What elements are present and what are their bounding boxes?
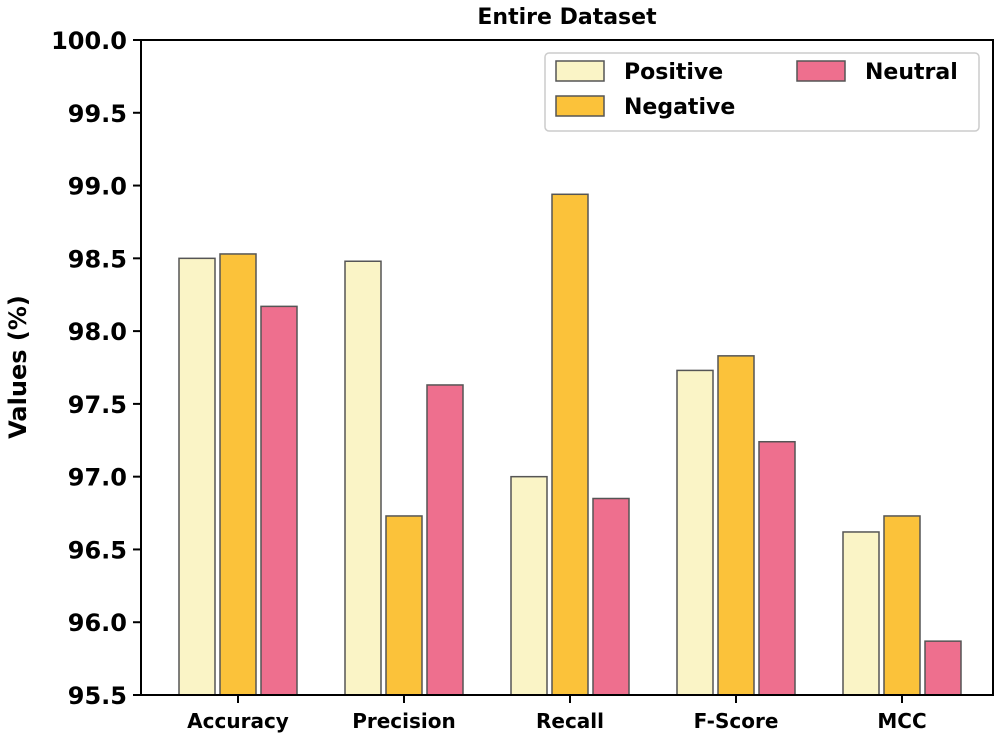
y-tick-label: 97.5 xyxy=(68,391,127,419)
chart-title: Entire Dataset xyxy=(477,5,657,30)
bar-negative-precision xyxy=(385,515,423,696)
bar-neutral-recall xyxy=(592,497,630,696)
bar-positive-mcc xyxy=(842,531,880,696)
y-tick-label: 97.0 xyxy=(68,464,127,492)
x-tick-label: Accuracy xyxy=(187,709,289,733)
bar-negative-mcc xyxy=(883,515,921,696)
y-tick-label: 99.5 xyxy=(68,100,127,128)
y-tick-label: 98.5 xyxy=(68,245,127,273)
legend-label-negative: Negative xyxy=(624,95,735,120)
y-tick-label: 96.0 xyxy=(68,609,127,637)
y-tick-label: 95.5 xyxy=(68,682,127,710)
x-tick-label: F-Score xyxy=(694,709,779,733)
bar-positive-precision xyxy=(344,260,382,696)
bar-neutral-precision xyxy=(426,384,464,696)
y-axis-ticks: 95.5 96.0 96.5 97.0 97.5 98.0 98.5 99.0 99.5 100.… xyxy=(51,27,141,710)
y-tick-label: 98.0 xyxy=(68,318,127,346)
y-tick-label: 100.0 xyxy=(51,27,127,55)
y-axis-label: Values (%) xyxy=(4,295,32,439)
bar-positive-f-score xyxy=(676,369,714,696)
legend-box xyxy=(544,52,980,132)
bar-negative-recall xyxy=(551,193,589,696)
legend-label-positive: Positive xyxy=(624,60,723,85)
bars-group xyxy=(178,193,962,696)
bar-negative-f-score xyxy=(717,355,755,696)
legend-swatch-negative xyxy=(555,95,605,117)
bar-neutral-f-score xyxy=(758,440,796,696)
legend-swatch-positive xyxy=(555,60,605,82)
x-axis-ticks: Accuracy Precision Recall F-Score MCC xyxy=(187,695,927,733)
bar-neutral-accuracy xyxy=(260,305,298,696)
legend-swatch-neutral xyxy=(796,60,846,82)
x-tick-label: MCC xyxy=(877,709,926,733)
legend-label-neutral: Neutral xyxy=(865,60,958,85)
bar-positive-accuracy xyxy=(178,257,216,696)
y-tick-label: 96.5 xyxy=(68,536,127,564)
plot-frame xyxy=(140,39,994,696)
bar-positive-recall xyxy=(510,475,548,696)
bar-neutral-mcc xyxy=(924,640,962,696)
legend: Positive Negative Neutral xyxy=(544,52,980,132)
x-tick-label: Recall xyxy=(536,709,604,733)
y-tick-label: 99.0 xyxy=(68,173,127,201)
x-tick-label: Precision xyxy=(352,709,456,733)
bar-negative-accuracy xyxy=(219,253,257,696)
